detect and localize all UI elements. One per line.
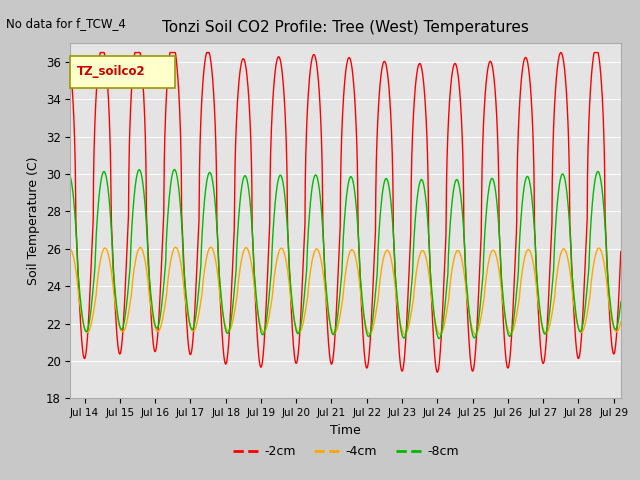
-4cm (617, 319, 625, 324)
-8cm (617, 299, 625, 305)
-8cm (601, 224, 609, 229)
-4cm (67, 246, 74, 252)
-4cm (500, 310, 508, 315)
X-axis label: Time: Time (330, 424, 361, 437)
-2cm (500, 336, 508, 342)
-2cm (95, 62, 102, 68)
-8cm (67, 174, 74, 180)
-2cm (97, 49, 104, 55)
Line: -4cm: -4cm (70, 247, 621, 335)
Text: No data for f_TCW_4: No data for f_TCW_4 (6, 17, 126, 30)
Line: -2cm: -2cm (70, 52, 621, 372)
Title: Tonzi Soil CO2 Profile: Tree (West) Temperatures: Tonzi Soil CO2 Profile: Tree (West) Temp… (162, 20, 529, 35)
-2cm (617, 249, 625, 254)
-8cm (500, 306, 508, 312)
-8cm (320, 244, 328, 250)
FancyBboxPatch shape (70, 56, 175, 87)
-2cm (601, 215, 609, 221)
-4cm (95, 269, 102, 275)
-2cm (320, 242, 328, 248)
-4cm (602, 269, 609, 275)
-2cm (335, 266, 342, 272)
-8cm (435, 336, 443, 341)
Text: TZ_soilco2: TZ_soilco2 (77, 65, 146, 78)
-8cm (171, 167, 179, 172)
-8cm (95, 200, 102, 205)
-4cm (601, 267, 609, 273)
-4cm (335, 322, 342, 327)
Line: -8cm: -8cm (70, 169, 621, 338)
-4cm (320, 275, 328, 280)
-2cm (433, 369, 441, 375)
-2cm (602, 221, 609, 227)
-8cm (335, 307, 342, 313)
-4cm (436, 332, 444, 337)
Legend: -2cm, -4cm, -8cm: -2cm, -4cm, -8cm (228, 440, 463, 463)
Y-axis label: Soil Temperature (C): Soil Temperature (C) (27, 156, 40, 285)
-8cm (602, 228, 609, 234)
-2cm (67, 64, 74, 70)
-4cm (172, 244, 179, 250)
